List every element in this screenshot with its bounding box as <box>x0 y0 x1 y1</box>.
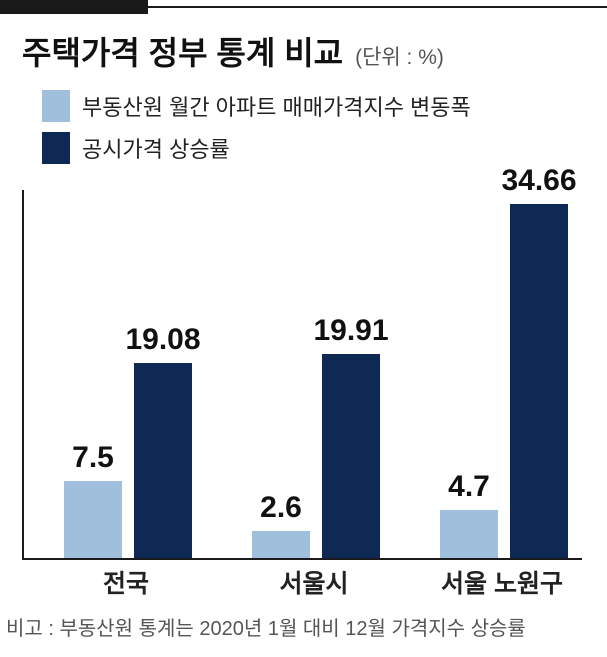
legend-item-0: 부동산원 월간 아파트 매매가격지수 변동폭 <box>42 90 471 122</box>
bar-0-1: 19.08 <box>134 363 192 558</box>
bar-0-0: 7.5 <box>64 481 122 558</box>
chart-plot-area: 7.519.082.619.914.734.66 <box>22 190 582 560</box>
legend-swatch-0 <box>42 90 70 122</box>
bar-value-2-0: 4.7 <box>448 470 490 504</box>
bar-group-2: 4.734.66 <box>440 204 568 558</box>
title-row: 주택가격 정부 통계 비교 (단위 : %) <box>22 28 444 74</box>
chart-title: 주택가격 정부 통계 비교 <box>22 28 343 74</box>
bar-1-0: 2.6 <box>252 531 310 558</box>
bar-value-2-1: 34.66 <box>501 164 576 198</box>
legend-swatch-1 <box>42 132 70 164</box>
bar-value-0-0: 7.5 <box>72 441 114 475</box>
legend-label-1: 공시가격 상승률 <box>82 132 230 164</box>
legend: 부동산원 월간 아파트 매매가격지수 변동폭 공시가격 상승률 <box>42 90 471 174</box>
legend-item-1: 공시가격 상승률 <box>42 132 471 164</box>
bar-value-1-1: 19.91 <box>313 314 388 348</box>
top-bar-dark <box>0 0 148 14</box>
x-label-1: 서울시 <box>279 564 348 600</box>
bar-value-1-0: 2.6 <box>260 491 302 525</box>
bar-group-0: 7.519.08 <box>64 363 192 558</box>
top-bar <box>0 0 607 14</box>
unit-label: (단위 : %) <box>355 41 444 71</box>
legend-label-0: 부동산원 월간 아파트 매매가격지수 변동폭 <box>82 90 471 122</box>
bar-group-1: 2.6 19.91 <box>252 354 380 558</box>
bar-2-0: 4.7 <box>440 510 498 558</box>
x-label-0: 전국 <box>103 564 149 600</box>
top-bar-line <box>148 6 607 14</box>
bar-value-0-1: 19.08 <box>125 323 200 357</box>
bar-2-1: 34.66 <box>510 204 568 558</box>
footnote: 비고 : 부동산원 통계는 2020년 1월 대비 12월 가격지수 상승률 <box>6 612 526 641</box>
bar-1-1: 19.91 <box>322 354 380 558</box>
x-label-2: 서울 노원구 <box>441 564 563 600</box>
